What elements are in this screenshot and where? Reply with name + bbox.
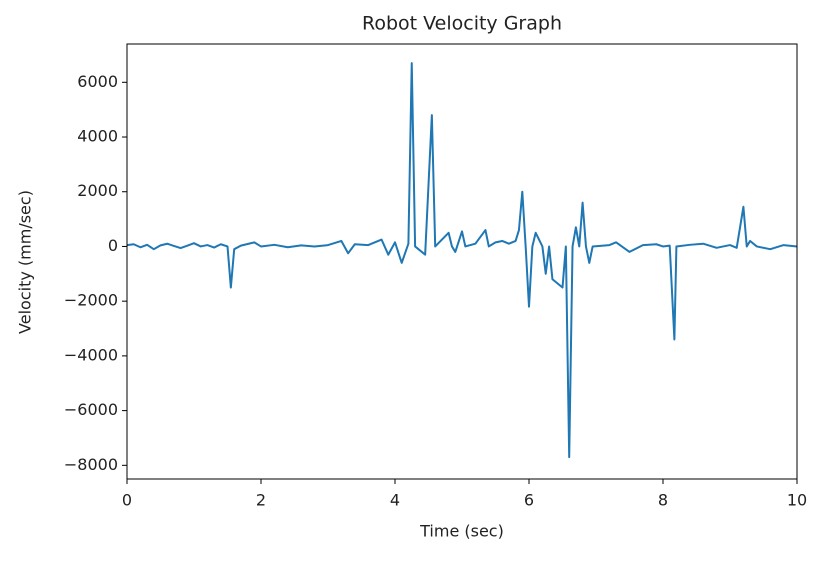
x-axis-label: Time (sec) xyxy=(419,522,504,541)
x-tick-label: 4 xyxy=(390,491,400,510)
y-tick-label: 2000 xyxy=(77,181,118,200)
velocity-line xyxy=(126,62,798,459)
y-tick-label: 4000 xyxy=(77,127,118,146)
x-tick-label: 8 xyxy=(658,491,668,510)
y-tick-label: 6000 xyxy=(77,72,118,91)
y-tick-label: −8000 xyxy=(64,455,118,474)
x-tick-label: 10 xyxy=(787,491,807,510)
x-tick-label: 0 xyxy=(122,491,132,510)
chart-title: Robot Velocity Graph xyxy=(362,13,562,35)
y-tick-label: −2000 xyxy=(64,291,118,310)
y-tick-label: −6000 xyxy=(64,400,118,419)
y-axis-label: Velocity (mm/sec) xyxy=(16,190,35,334)
plot-frame xyxy=(126,43,798,480)
x-tick-label: 6 xyxy=(524,491,534,510)
x-tick-label: 2 xyxy=(256,491,266,510)
y-tick-label: −4000 xyxy=(64,345,118,364)
y-tick-label: 0 xyxy=(108,236,118,255)
